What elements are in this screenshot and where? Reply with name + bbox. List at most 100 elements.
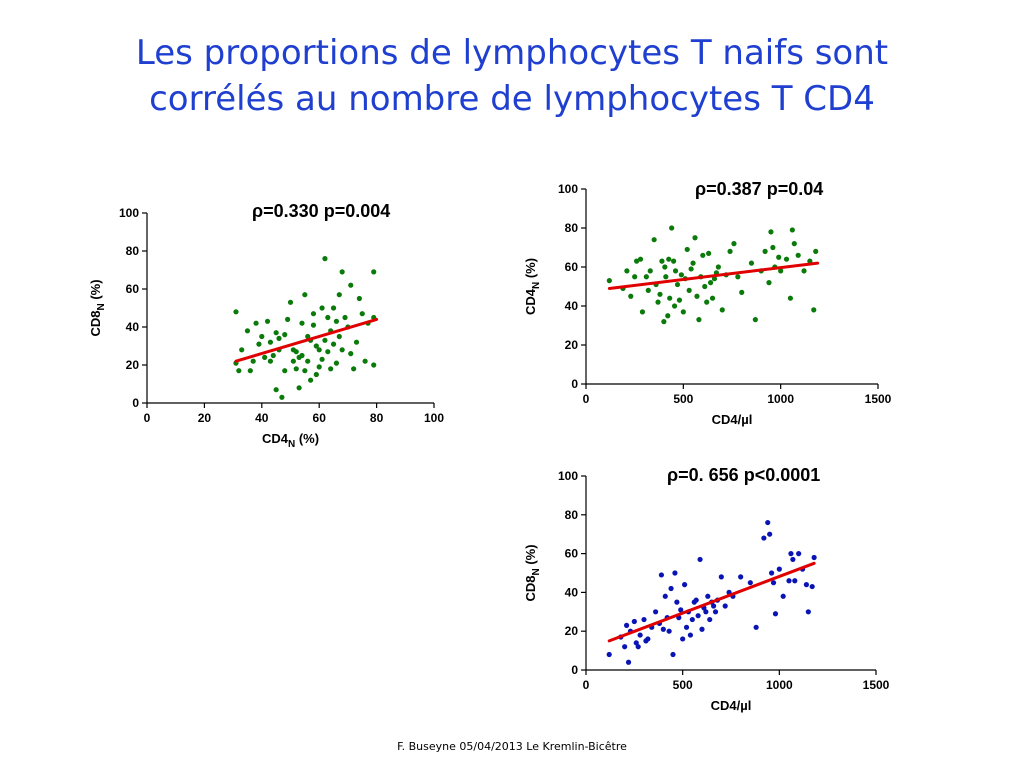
data-point [625,659,632,665]
y-tick-label: 80 [565,221,579,235]
data-point [702,283,708,290]
data-point [790,556,796,563]
data-point [635,644,641,650]
data-point [699,626,705,632]
data-point [786,578,792,584]
data-point [336,333,342,340]
data-point [689,616,695,623]
data-point [307,377,314,383]
correlation-stat: ρ=0. 656 p<0.0001 [667,465,820,485]
data-point [316,364,322,370]
y-tick-label: 100 [558,182,578,196]
footer-text: F. Buseyne 05/04/2013 Le Kremlin-Bicêtre [397,740,627,753]
data-point [313,343,319,349]
data-point [670,651,676,658]
data-point [339,269,345,275]
data-point [803,582,809,588]
data-point [330,341,337,347]
data-point [606,651,612,658]
data-point [692,235,698,241]
y-tick-label: 40 [126,320,140,334]
y-tick-label: 60 [126,282,140,296]
data-point [696,317,702,323]
data-point [362,358,368,364]
data-point [663,274,669,280]
data-point [299,320,305,326]
data-point [319,356,325,362]
data-point [796,551,802,557]
data-point [752,317,758,323]
data-point [795,252,801,258]
data-point [722,603,728,609]
data-point [809,583,815,590]
data-point [739,289,745,295]
data-point [262,354,268,360]
data-point [666,628,672,634]
data-point [707,280,714,286]
data-point [768,229,774,235]
data-point [282,332,288,338]
data-point [661,319,667,325]
data-point [769,570,775,576]
x-tick-label: 0 [583,392,590,406]
data-point [279,394,285,400]
x-axis-label: CD4N (%) [262,431,319,450]
data-point [671,303,678,309]
data-point [660,626,666,632]
data-point [704,299,710,305]
regression-line [607,261,820,290]
data-point [669,225,675,231]
x-tick-label: 80 [370,411,384,425]
data-point [256,341,262,347]
data-point [747,580,753,586]
data-point [778,268,784,274]
data-point [813,248,819,254]
data-point [651,237,657,243]
y-axis-label-main: CD4 [523,288,538,315]
data-point [247,368,253,374]
data-point [659,258,665,264]
y-axis-label: CD4N (%) [523,258,542,315]
data-point [348,282,354,288]
data-point [622,644,628,650]
data-point [707,616,713,623]
data-point [682,582,688,588]
slide-title: Les proportions de lymphocytes T naifs s… [60,30,964,122]
y-axis-label-subscript: N [531,568,542,575]
data-point [811,307,817,313]
data-point [322,256,328,262]
data-point [735,274,741,280]
data-point [667,295,673,301]
data-point [690,260,696,266]
slide-title-line-1: Les proportions de lymphocytes T naifs s… [135,33,889,73]
data-point [731,241,737,247]
data-point [678,607,684,613]
data-point [359,311,365,317]
data-point [665,313,671,319]
regression-line [234,317,379,363]
data-point [267,358,274,364]
x-tick-label: 1000 [767,392,794,406]
x-tick-label: 1000 [766,678,793,692]
data-point [738,574,744,580]
data-point [711,603,717,609]
y-tick-label: 20 [565,338,579,352]
data-point [674,281,681,288]
x-axis-label-subscript: N [288,439,295,450]
data-point [666,256,672,262]
data-point [645,287,651,293]
regression-line [607,561,816,643]
data-point [766,280,772,286]
data-point [637,632,643,638]
data-point [233,309,239,315]
slide-title-line-2: corrélés au nombre de lymphocytes T CD4 [149,79,875,119]
data-point [727,248,733,254]
x-tick-label: 100 [424,411,444,425]
data-point [606,278,612,284]
y-tick-label: 0 [571,377,578,391]
data-point [672,570,678,576]
data-point [319,305,325,311]
x-tick-label: 500 [673,392,693,406]
data-point [776,566,782,572]
